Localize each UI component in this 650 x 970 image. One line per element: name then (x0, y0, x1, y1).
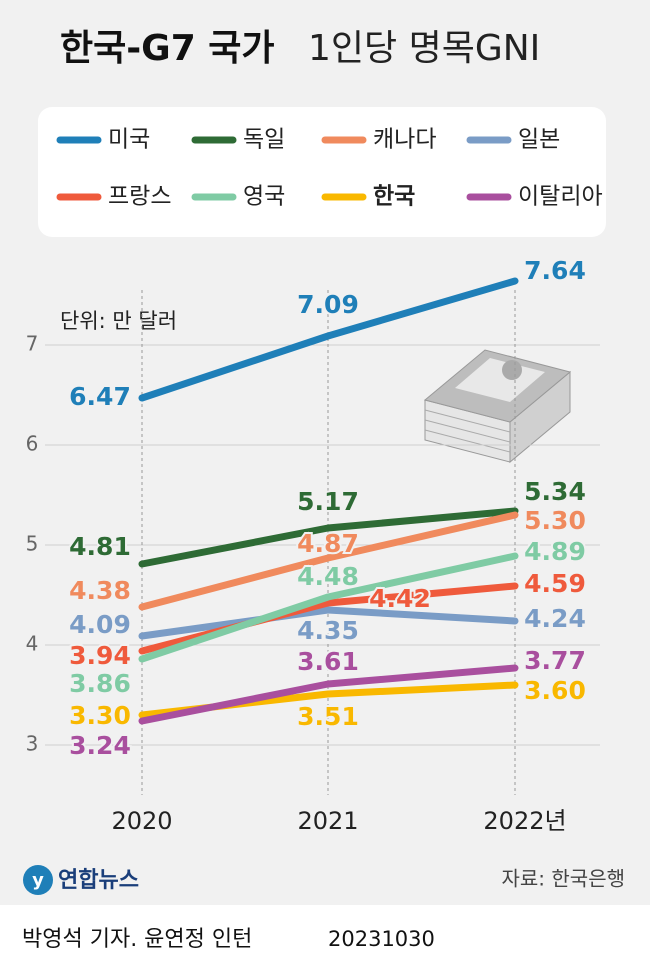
x-tick-label: 2020 (111, 807, 172, 835)
y-tick-label: 7 (26, 332, 39, 356)
data-label: 3.30 (69, 701, 131, 730)
data-label: 7.64 (524, 256, 586, 285)
series-line (138, 606, 519, 640)
unit-label: 단위: 만 달러 (60, 309, 177, 333)
data-label: 6.47 (69, 382, 131, 411)
footer-band (0, 905, 650, 970)
y-tick-label: 5 (26, 532, 39, 556)
credit: 박영석 기자. 윤연정 인턴 (22, 927, 252, 952)
data-label: 4.87 (297, 529, 359, 558)
data-label: 4.59 (524, 569, 586, 598)
series-line (138, 277, 519, 402)
data-label: 4.42 (369, 584, 431, 613)
data-label: 4.38 (69, 576, 131, 605)
data-label: 3.51 (297, 702, 359, 731)
y-tick-label: 4 (26, 632, 39, 656)
x-tick-label: 2022년 (483, 807, 566, 835)
data-label: 4.24 (524, 604, 586, 633)
data-label: 3.24 (69, 731, 131, 760)
data-label: 3.94 (69, 641, 131, 670)
data-label: 3.60 (524, 676, 586, 705)
series-line (138, 511, 519, 611)
logo: y 연합뉴스 (23, 865, 139, 895)
data-label: 3.77 (524, 646, 586, 675)
legend-label: 영국 (243, 184, 285, 210)
series-line (138, 552, 519, 663)
data-label: 4.89 (524, 537, 586, 566)
data-label: 3.61 (297, 647, 359, 676)
data-label: 4.35 (297, 616, 359, 645)
series-line (138, 664, 519, 725)
legend-label: 한국 (373, 184, 415, 210)
legend-label: 일본 (518, 127, 560, 153)
legend-label: 이탈리아 (518, 184, 603, 210)
y-tick-label: 3 (26, 732, 39, 756)
svg-text:y: y (32, 870, 44, 891)
data-label: 5.30 (524, 506, 586, 535)
series-line (138, 507, 519, 568)
legend-label: 프랑스 (108, 184, 171, 210)
legend-label: 독일 (243, 127, 285, 153)
chart-subtitle: 1인당 명목GNI (308, 28, 540, 69)
data-label: 3.86 (69, 669, 131, 698)
data-label: 4.48 (297, 562, 359, 591)
data-label: 5.34 (524, 477, 586, 506)
data-label: 4.09 (69, 610, 131, 639)
svg-text:연합뉴스: 연합뉴스 (58, 867, 139, 893)
data-label: 5.17 (297, 487, 359, 516)
data-label: 4.81 (69, 532, 131, 561)
y-tick-label: 6 (26, 432, 39, 456)
legend-box (38, 107, 606, 237)
legend-label: 캐나다 (373, 127, 436, 153)
date: 20231030 (328, 927, 435, 951)
legend-label: 미국 (108, 127, 150, 153)
source: 자료: 한국은행 (502, 867, 626, 891)
chart-title: 한국-G7 국가 (60, 28, 275, 69)
x-tick-label: 2021 (297, 807, 358, 835)
data-label: 7.09 (297, 290, 359, 319)
